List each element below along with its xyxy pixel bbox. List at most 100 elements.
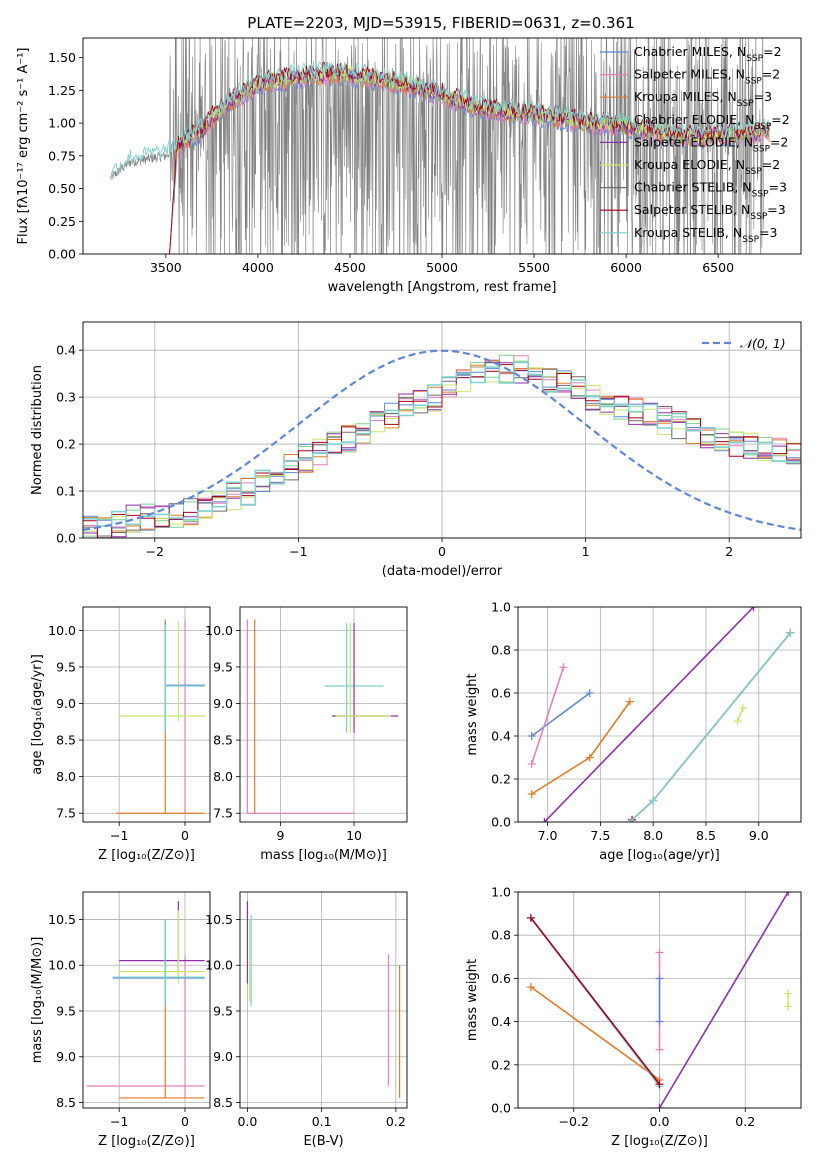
y-axis-label: mass weight (465, 959, 480, 1041)
figure-title: PLATE=2203, MJD=53915, FIBERID=0631, z=0… (247, 14, 634, 32)
residual-histogram (83, 361, 801, 538)
axes-residuals: −2 −1 0 1 2 0.0 0.1 0.2 0.3 0.4 (data-model)/error… (30, 321, 802, 579)
x-axis-label: age [log₁₀(age/yr)] (599, 848, 720, 863)
axes-spectrum: 3500 4000 4500 5000 5500 6000 6500 0.00 0.25 0.50… (16, 37, 802, 295)
x-tick-label: 9 (276, 828, 284, 843)
x-tick-label: 5500 (518, 260, 550, 275)
plot-area-weight_vs_Z (526, 892, 793, 1108)
axes-mass_vs_Z: −1 0 8.5 9.0 9.5 10.0 10.5 Z [log₁₀(Z/Z⊙)] mass … (30, 891, 211, 1149)
y-tick-label: 8.0 (213, 769, 233, 784)
axes-frame (82, 891, 211, 1109)
x-tick-label: −1 (289, 544, 307, 559)
y-tick-label: 9.0 (213, 696, 233, 711)
axes-mass_vs_ebv: 0.0 0.1 0.2 8.5 9.0 9.5 10.0 10.5 E(B-V) (205, 891, 408, 1149)
y-tick-label: 0.0 (491, 815, 511, 830)
x-tick-label: 0.0 (650, 1114, 670, 1129)
y-tick-label: 0.6 (491, 971, 511, 986)
plot-area-mass_vs_ebv (246, 901, 401, 1098)
y-tick-label: 0.1 (56, 484, 76, 499)
legend-entry: Kroupa STELIB, NSSP=3 (634, 225, 778, 245)
y-tick-label: 1.00 (48, 116, 76, 131)
x-axis-label: (data-model)/error (382, 564, 503, 579)
y-axis-label: age [log₁₀(age/yr)] (30, 654, 45, 775)
y-tick-label: 0.2 (491, 772, 511, 787)
y-tick-label: 9.5 (213, 659, 233, 674)
axes-frame (82, 606, 211, 823)
y-axis-label: Normed distribution (30, 365, 45, 495)
x-tick-label: 6500 (702, 260, 734, 275)
residual-histogram (83, 361, 801, 538)
x-tick-label: 0 (181, 828, 189, 843)
y-tick-label: 0.50 (48, 181, 76, 196)
y-tick-label: 10.5 (205, 912, 233, 927)
y-tick-label: 8.5 (56, 733, 76, 748)
legend-entry: Salpeter ELODIE, NSSP=2 (634, 134, 788, 154)
x-axis-label: Z [log₁₀(Z/Z⊙)] (98, 848, 195, 863)
legend-entry: Kroupa MILES, NSSP=3 (634, 89, 772, 109)
plot-area-spectrum (110, 38, 770, 254)
x-tick-label: 7.0 (538, 828, 558, 843)
y-tick-label: 9.0 (56, 696, 76, 711)
y-tick-label: 0.0 (56, 531, 76, 546)
weight-line (531, 701, 631, 795)
legend-entry: Kroupa ELODIE, NSSP=2 (634, 157, 780, 177)
x-tick-label: 6000 (610, 260, 642, 275)
x-tick-label: 7.5 (590, 828, 610, 843)
y-tick-label: 0.3 (56, 390, 76, 405)
gaussian-legend-label: 𝒩(0, 1) (740, 336, 786, 351)
x-tick-label: 3500 (150, 260, 182, 275)
y-tick-label: 0.8 (491, 643, 511, 658)
model-spectrum-line (110, 61, 770, 178)
spectrum-legend: Chabrier MILES, NSSP=2 Salpeter MILES, NS… (600, 44, 790, 245)
x-tick-label: 9.0 (749, 828, 769, 843)
y-tick-label: 0.8 (491, 928, 511, 943)
axes-frame (82, 37, 802, 255)
y-tick-label: 0.2 (491, 1057, 511, 1072)
x-tick-label: 0.2 (735, 1114, 755, 1129)
residual-histogram (83, 362, 801, 537)
plot-area-age_vs_mass (246, 619, 399, 814)
y-tick-label: 9.0 (213, 1049, 233, 1064)
y-tick-label: 9.5 (213, 1003, 233, 1018)
residual-histogram (83, 361, 801, 527)
y-tick-label: 0.0 (491, 1101, 511, 1116)
x-tick-label: 10 (346, 828, 362, 843)
legend-entry: Salpeter STELIB, NSSP=3 (634, 202, 786, 222)
x-axis-label: Z [log₁₀(Z/Z⊙)] (98, 1134, 195, 1149)
weight-line (531, 692, 591, 737)
x-tick-label: 8.5 (696, 828, 716, 843)
axes-frame (239, 606, 408, 823)
y-tick-label: 9.0 (56, 1049, 76, 1064)
plot-area-age_vs_Z (115, 619, 205, 814)
y-axis-label: mass weight (465, 673, 480, 755)
legend-entry: Chabrier ELODIE, NSSP=2 (634, 112, 790, 132)
weight-line (658, 892, 789, 1108)
x-tick-label: 1 (582, 544, 590, 559)
x-tick-label: 0 (181, 1114, 189, 1129)
x-axis-label: E(B-V) (303, 1134, 343, 1149)
x-tick-label: −1 (110, 1114, 128, 1129)
x-axis-label: Z [log₁₀(Z/Z⊙)] (611, 1134, 708, 1149)
y-tick-label: 10.0 (48, 623, 76, 638)
x-tick-label: 4000 (242, 260, 274, 275)
y-tick-label: 0.25 (48, 214, 76, 229)
x-axis-label: wavelength [Angstrom, rest frame] (328, 280, 557, 295)
axes-frame (239, 891, 408, 1109)
y-tick-label: 0.00 (48, 247, 76, 262)
plot-area-residuals (83, 349, 801, 538)
weight-line (629, 632, 792, 822)
y-tick-label: 0.6 (491, 686, 511, 701)
y-tick-label: 0.4 (491, 1014, 511, 1029)
residual-histogram (83, 354, 801, 537)
axes-age_vs_mass: 9 10 7.5 8.0 8.5 9.0 9.5 10.0 mass [log₁₀(M/M⊙)] (205, 606, 408, 863)
y-tick-label: 1.0 (491, 600, 511, 615)
residual-histogram (83, 355, 801, 538)
y-axis-label: mass [log₁₀(M/M⊙)] (30, 937, 45, 1064)
y-tick-label: 10.0 (205, 958, 233, 973)
x-tick-label: −1 (110, 828, 128, 843)
y-axis-label: Flux [fλ10⁻¹⁷ erg cm⁻² s⁻¹ A⁻¹] (16, 48, 31, 245)
plot-area-mass_vs_Z (86, 901, 205, 1099)
weight-line (530, 917, 661, 1085)
y-tick-label: 10.5 (48, 912, 76, 927)
y-tick-label: 0.75 (48, 148, 76, 163)
